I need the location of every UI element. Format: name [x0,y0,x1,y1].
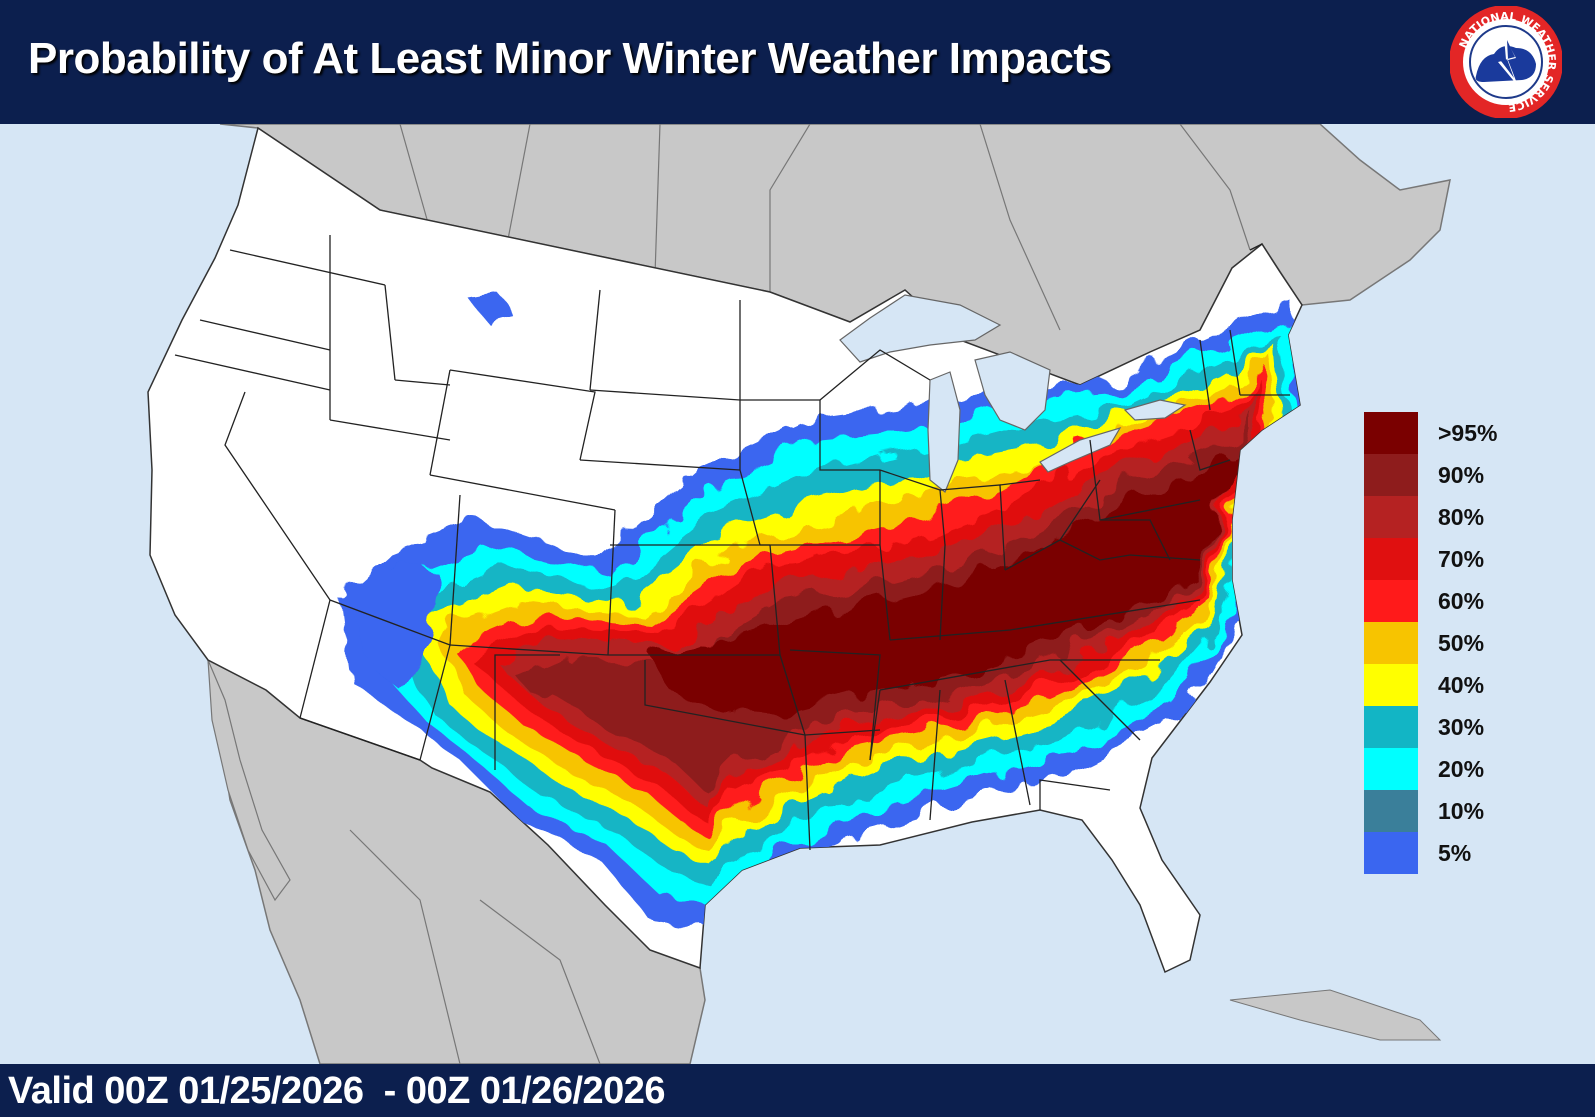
legend-swatch [1364,412,1418,454]
band-5-west [345,560,440,690]
legend-swatch [1364,706,1418,748]
valid-time-text: Valid 00Z 01/25/2026 - 00Z 01/26/2026 [8,1070,666,1112]
legend-label: 30% [1438,714,1485,740]
legend-swatch [1364,454,1418,496]
lake-ontario [1123,399,1187,421]
legend-swatch [1364,832,1418,874]
legend-label: >95% [1438,420,1498,446]
header-bar: Probability of At Least Minor Winter Wea… [0,0,1595,124]
legend-item: >95% [1364,412,1524,454]
legend-swatch [1364,748,1418,790]
legend-item: 90% [1364,454,1524,496]
legend-item: 50% [1364,622,1524,664]
forecast-map [0,123,1595,1065]
legend: >95% 90% 80% 70% 60% 50% 40% 30% 20% 10%… [1364,412,1524,874]
legend-label: 90% [1438,462,1485,488]
legend-item: 40% [1364,664,1524,706]
cuba-land [1229,989,1442,1041]
legend-label: 5% [1438,840,1472,866]
legend-item: 30% [1364,706,1524,748]
band-5-montana [470,295,515,325]
foreign-borders [349,123,1251,1065]
legend-item: 20% [1364,748,1524,790]
legend-label: 80% [1438,504,1485,530]
legend-swatch [1364,538,1418,580]
lake-michigan [927,371,961,493]
baja-land [207,659,291,902]
legend-item: 5% [1364,832,1524,874]
legend-label: 20% [1438,756,1485,782]
lake-huron [974,351,1051,431]
legend-item: 80% [1364,496,1524,538]
footer-bar: Valid 00Z 01/25/2026 - 00Z 01/26/2026 [0,1064,1595,1117]
legend-item: 70% [1364,538,1524,580]
legend-item: 60% [1364,580,1524,622]
legend-label: 10% [1438,798,1485,824]
legend-swatch [1364,496,1418,538]
legend-swatch [1364,790,1418,832]
page-title: Probability of At Least Minor Winter Wea… [28,34,1112,83]
legend-item: 10% [1364,790,1524,832]
nws-logo-icon: NATIONAL WEATHER SERVICE [1449,5,1563,119]
legend-label: 50% [1438,630,1485,656]
legend-swatch [1364,580,1418,622]
legend-label: 40% [1438,672,1485,698]
lake-erie [1039,426,1122,473]
great-lakes [839,294,1187,493]
legend-label: 60% [1438,588,1485,614]
lake-superior [839,294,1002,363]
legend-swatch [1364,622,1418,664]
state-borders [174,235,1290,851]
legend-label: 70% [1438,546,1485,572]
legend-swatch [1364,664,1418,706]
